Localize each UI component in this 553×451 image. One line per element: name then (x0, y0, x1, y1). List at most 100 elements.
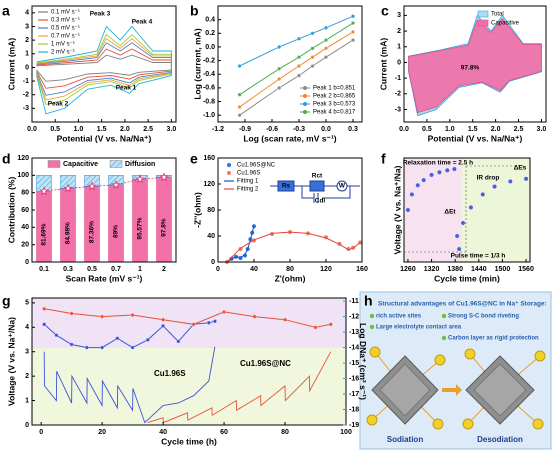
legend-marker (303, 102, 307, 106)
annotation: Peak 4 (132, 19, 153, 26)
x-tick-label: 1 (138, 266, 142, 273)
illustration-label: Sodiation (387, 435, 424, 444)
y-tick-label: 1 (397, 44, 401, 51)
crystal-desodiation (462, 348, 546, 430)
x-axis-label: Cycle time (min) (434, 273, 500, 283)
na-ion (534, 350, 546, 362)
x-tick-label: 0.3 (63, 266, 73, 273)
panel-label: e (190, 151, 198, 167)
data-point (415, 182, 421, 188)
x-tick-label: 100 (340, 429, 352, 436)
data-point (297, 73, 301, 78)
data-point (212, 319, 217, 324)
y-tick-label: 4 (25, 324, 29, 331)
y2-tick-label: -19 (349, 422, 359, 429)
circuit-resistor (277, 180, 295, 192)
legend-marker (303, 110, 307, 114)
data-point (324, 55, 328, 60)
bullet (369, 324, 375, 330)
x-axis-label: Scan Rate (mV s⁻¹) (66, 273, 143, 283)
x-tick-label: 2.0 (120, 126, 130, 133)
data-point (351, 21, 355, 26)
bar-value-label: 81.69% (41, 223, 48, 245)
x-tick-label: 40 (159, 429, 167, 436)
data-point (310, 55, 315, 60)
bar-segment (108, 184, 124, 263)
y-tick-label: 3 (397, 12, 401, 19)
x-tick-label: -0.3 (293, 126, 305, 133)
panel-label: c (381, 3, 389, 19)
y-tick-label: 100 (17, 172, 29, 179)
x-tick-label: 0.0 (399, 126, 409, 133)
y-tick-label: 120 (203, 181, 215, 188)
illustration-point: Carbon layer as rigid protection (448, 336, 539, 342)
annotation: ΔEt (444, 209, 456, 216)
data-point (310, 64, 315, 68)
x-tick-label: 2.5 (514, 126, 524, 133)
data-point (351, 38, 355, 43)
annotation: 97.8% (461, 65, 480, 72)
legend-marker (303, 86, 307, 90)
data-point (100, 314, 105, 319)
legend-label: Peak 1 b=0.851 (313, 86, 356, 92)
x-tick-label: 0.0 (321, 126, 331, 133)
x-tick-label: 0.0 (27, 126, 37, 133)
x-tick-label: 2.0 (491, 126, 501, 133)
bar-value-label: 95.57% (137, 217, 144, 239)
legend-label: Cu1.96S@NC (237, 163, 276, 169)
annotation: Peak 3 (90, 11, 111, 18)
data-point (206, 320, 211, 325)
y-axis-label: Voltage (V vs. Na⁺/Na) (6, 317, 16, 406)
data-point (452, 166, 457, 172)
star-marker (135, 174, 145, 184)
x-tick-label: 1.5 (97, 126, 107, 133)
x-tick-label: 0.5 (87, 266, 97, 273)
annotation: Peak 1 (116, 85, 137, 92)
illustration-title: Structural advantages of Cu1.96S@NC in N… (378, 301, 547, 308)
y-tick-label: 0.4 (205, 16, 215, 23)
y-tick-label: 2 (25, 373, 29, 380)
y-tick-label: -0.6 (203, 85, 215, 92)
y2-tick-label: -16 (349, 375, 359, 382)
annotation: Relaxation time = 2.5 h (403, 160, 473, 167)
x-tick-label: -1.2 (212, 126, 224, 133)
x-tick-label: 1.0 (74, 126, 84, 133)
panel-label: d (2, 151, 11, 167)
data-point (130, 345, 135, 350)
legend-swatch (109, 160, 123, 168)
y2-axis-label: Log DNa⁺ (cm² s⁻¹) (358, 323, 368, 400)
annotation: ΔEs (514, 165, 527, 172)
panel-label: a (2, 3, 10, 19)
illustration-panel: h Structural advantages of Cu1.96S@NC in… (359, 291, 552, 450)
crystal-sodiation (366, 346, 446, 430)
legend-label: Total (491, 12, 504, 18)
legend-label: Diffusion (125, 161, 155, 168)
x-tick-label: 160 (356, 266, 368, 273)
legend-marker (303, 94, 307, 98)
bullet (441, 335, 447, 341)
data-point (222, 309, 227, 314)
x-tick-label: 3.0 (166, 126, 176, 133)
y-tick-label: -2 (395, 91, 401, 98)
x-tick-label: 1440 (471, 266, 487, 273)
guide-line (400, 165, 526, 253)
data-point (297, 36, 301, 41)
panel-label: f (381, 151, 386, 167)
y-tick-label: -0.8 (203, 98, 215, 105)
legend-label: Cu1.96S (237, 171, 260, 177)
data-point (176, 339, 181, 344)
data-point (409, 192, 415, 197)
data-point (130, 313, 135, 317)
x-axis-label: Potential (V vs. Na/Na⁺) (428, 133, 523, 143)
x-tick-label: 120 (320, 266, 332, 273)
y-tick-label: 0.0 (205, 44, 215, 51)
data-point (237, 64, 242, 68)
data-point (324, 38, 328, 43)
circuit-resistor (309, 180, 325, 192)
series-line (147, 351, 332, 424)
data-point (297, 64, 301, 68)
process-arrow (442, 384, 462, 396)
y2-tick-label: -15 (349, 360, 359, 367)
data-point (351, 29, 355, 34)
